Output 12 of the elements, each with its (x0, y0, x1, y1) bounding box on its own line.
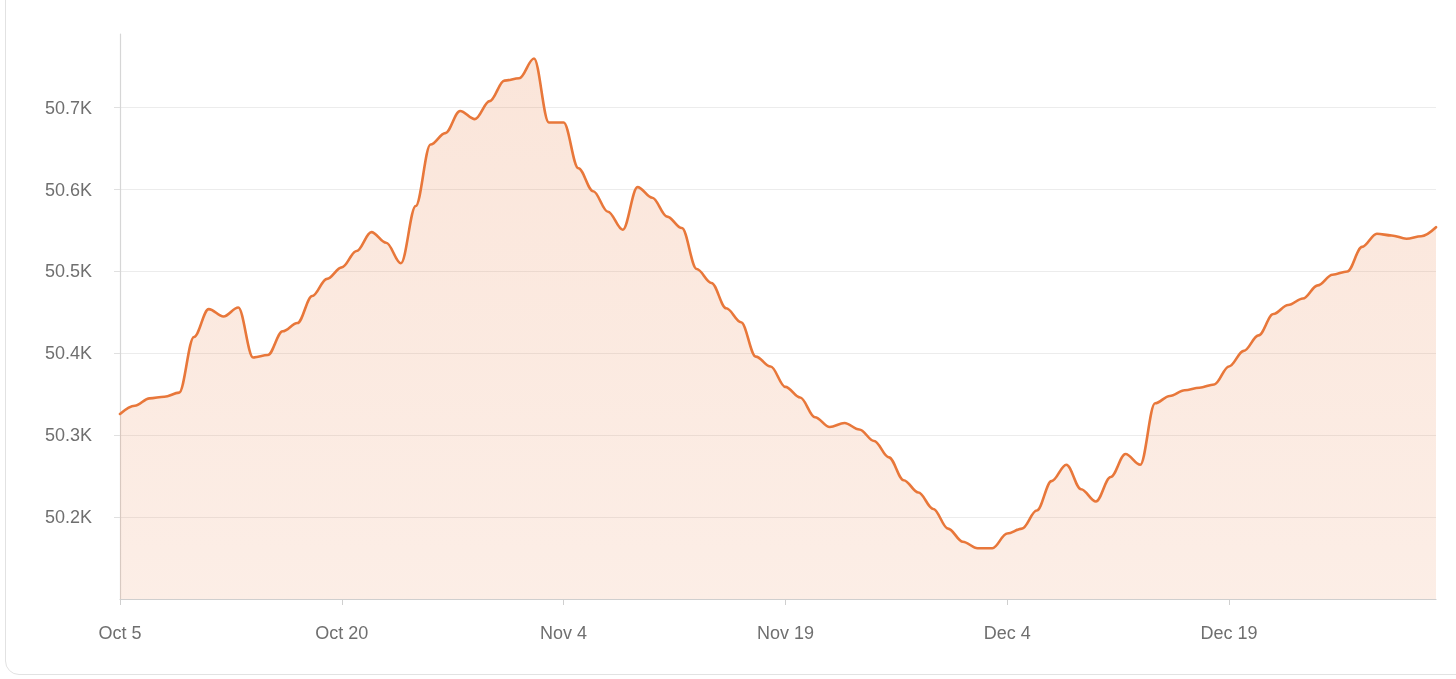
y-tick-label: 50.2K (44, 507, 92, 528)
x-tick-label: Oct 20 (315, 623, 369, 643)
y-tick-label: 50.7K (44, 97, 92, 118)
y-tick-label: 50.6K (44, 179, 92, 200)
y-tick-label: 50.5K (44, 261, 92, 282)
x-tick-label: Oct 5 (98, 623, 142, 643)
y-tick-label: 50.4K (44, 343, 92, 364)
x-tick-label: Nov 4 (540, 623, 588, 643)
x-tick-label: Dec 4 (983, 623, 1031, 643)
x-tick-label: Nov 19 (756, 623, 814, 643)
x-tick-label: Dec 19 (1200, 623, 1258, 643)
y-tick-label: 50.3K (44, 425, 92, 446)
